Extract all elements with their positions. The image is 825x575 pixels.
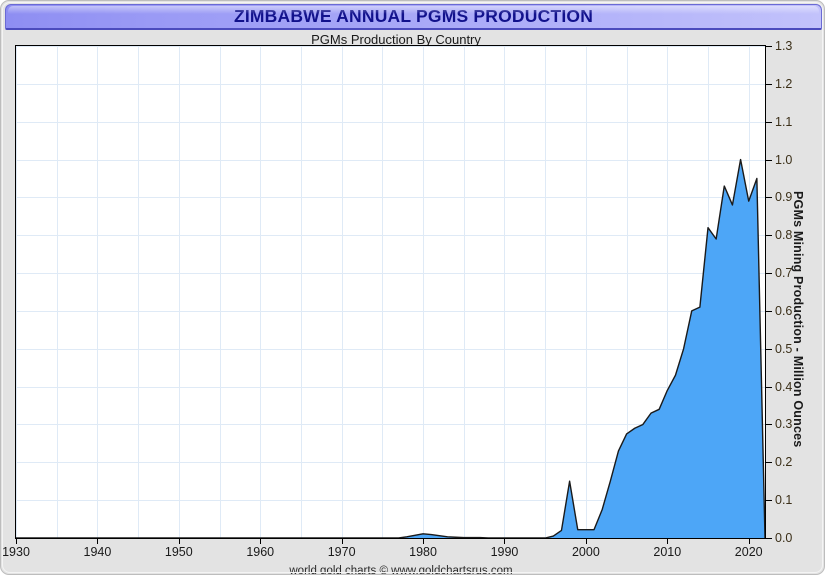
y-axis-tick [766, 273, 772, 275]
series-area-zimbabwe-pgms [16, 158, 765, 538]
x-axis-tick [16, 538, 17, 544]
y-axis-tick [766, 46, 772, 47]
area-outline [16, 158, 765, 538]
chart-subtitle: PGMs Production By Country [311, 32, 481, 47]
footer-credit: world gold charts © www.goldchartsrus.co… [289, 565, 513, 575]
y-axis-label: 1.2 [775, 76, 793, 91]
y-axis-label: 0.1 [775, 493, 793, 508]
chart-canvas [16, 46, 765, 538]
x-axis-tick [748, 538, 750, 544]
y-axis-tick [766, 424, 772, 426]
plot-area [15, 45, 766, 539]
chart-region: PGMs Production By Country Latest 2022e … [1, 31, 824, 575]
x-axis-label: 1950 [164, 545, 193, 559]
y-axis-label: 0.3 [775, 417, 793, 432]
y-axis-label: 0.4 [775, 379, 793, 394]
y-axis-tick [766, 310, 772, 312]
x-axis-label: 1990 [490, 545, 519, 559]
y-axis-tick [766, 197, 772, 199]
y-axis-label: 0.2 [775, 455, 793, 470]
y-axis-label: 1.3 [775, 39, 793, 53]
x-axis-label: 2020 [734, 545, 763, 559]
y-axis-label: 0.0 [775, 531, 793, 545]
window-titlebar: ZIMBABWE ANNUAL PGMS PRODUCTION [5, 4, 822, 30]
x-axis-tick [423, 538, 425, 544]
x-axis-label: 1980 [409, 545, 437, 559]
area-fill [16, 159, 765, 538]
x-axis-label: 1960 [246, 545, 275, 559]
page-title: ZIMBABWE ANNUAL PGMS PRODUCTION [233, 6, 594, 26]
y-axis-tick [766, 83, 772, 85]
x-axis-tick [178, 538, 180, 544]
x-axis-label: 2010 [653, 545, 682, 559]
x-axis-tick [341, 538, 343, 544]
y-axis-tick [766, 538, 772, 539]
x-axis-tick [667, 538, 669, 544]
y-axis-tick [766, 121, 772, 123]
y-axis-label: 1.1 [775, 114, 793, 129]
y-axis-tick [766, 159, 772, 161]
y-axis: 0.0 0.1 0.2 0.3 0.4 0.5 0.6 0.7 0.8 0.9 1.0 1.1 1.2 1… [766, 39, 824, 545]
x-axis-label: 1970 [327, 545, 356, 559]
y-axis-label: 0.9 [775, 190, 793, 205]
x-axis-label: 2000 [571, 545, 600, 559]
x-axis-tick [97, 538, 99, 544]
y-axis-label: 1.0 [775, 152, 793, 167]
y-axis-title: PGMs Mining Production - Million Ounces [791, 191, 805, 448]
y-axis-tick [766, 462, 772, 464]
y-axis-tick [766, 500, 772, 502]
x-axis-label: 1940 [83, 545, 112, 559]
y-axis-tick [766, 235, 772, 237]
y-axis-label: 0.5 [775, 341, 793, 356]
x-axis-label: 1930 [2, 545, 30, 559]
x-axis-tick [260, 538, 262, 544]
y-axis-tick [766, 348, 772, 350]
x-axis-tick [585, 538, 587, 544]
y-axis-label: 0.7 [775, 266, 793, 281]
y-axis-tick [766, 386, 772, 388]
y-axis-label: 0.6 [775, 303, 793, 318]
y-axis-label: 0.8 [775, 228, 793, 243]
x-axis-tick [504, 538, 506, 544]
